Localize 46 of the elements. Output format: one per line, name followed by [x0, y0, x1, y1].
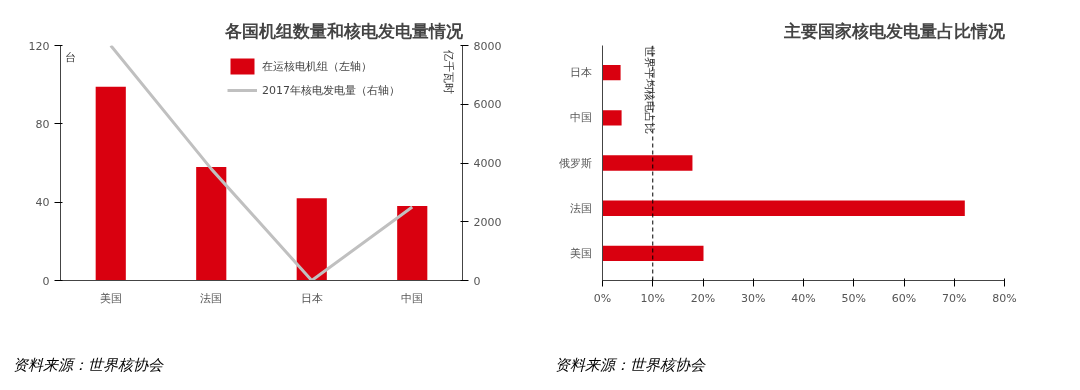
y-tick-label: 中国	[569, 111, 592, 125]
text: 资料来源：世界核协会	[555, 356, 705, 375]
y2-tick-label: 2000	[473, 215, 502, 229]
x-tick-label: 40%	[791, 291, 816, 305]
y2-axis-title: 亿千瓦时	[442, 48, 455, 94]
bar	[296, 198, 327, 281]
x-tick-label: 法国	[200, 291, 223, 305]
text: 资料来源：世界核协会	[13, 356, 163, 375]
y-tick-label: 俄罗斯	[558, 156, 592, 170]
y-tick-label: 0	[42, 274, 50, 288]
legend-label: 在运核电机组（左轴）	[262, 58, 372, 74]
y-tick-label: 80	[35, 117, 50, 131]
bar	[602, 110, 622, 126]
bar	[95, 86, 126, 281]
y-tick-label: 日本	[569, 66, 592, 80]
y2-tick-label: 6000	[473, 98, 502, 112]
y2-tick-label: 0	[473, 274, 481, 288]
chart-title: 主要国家核电发电量占比情况	[782, 21, 1006, 41]
x-tick-label: 50%	[841, 291, 866, 305]
y-tick-label: 120	[28, 39, 50, 53]
legend-label: 2017年核电发电量（右轴）	[262, 82, 400, 98]
y-axis-title: 台	[64, 50, 76, 64]
x-tick-label: 20%	[690, 291, 716, 305]
y-tick-label: 美国	[569, 246, 592, 260]
y-tick-label: 法国	[569, 201, 592, 215]
bar	[196, 166, 227, 281]
bar	[602, 155, 693, 171]
x-tick-label: 中国	[401, 291, 424, 305]
bar	[397, 206, 428, 281]
bar	[602, 200, 965, 216]
y2-tick-label: 8000	[473, 39, 502, 53]
x-tick-label: 美国	[99, 291, 122, 305]
x-tick-label: 10%	[640, 291, 665, 305]
x-tick-label: 70%	[942, 291, 967, 305]
ref-line-label: 世界平均核电占比	[642, 45, 656, 134]
y2-tick-label: 4000	[473, 157, 502, 170]
y-tick-label: 40	[35, 196, 50, 210]
x-tick-label: 60%	[891, 291, 917, 305]
line-series	[109, 45, 414, 281]
x-tick-label: 30%	[741, 291, 766, 305]
x-tick-label: 日本	[300, 291, 323, 305]
chart-title: 各国机组数量和核电发电量情况	[223, 21, 464, 41]
bar	[602, 245, 704, 262]
x-tick-label: 80%	[992, 291, 1017, 305]
x-tick-label: 0%	[593, 291, 612, 305]
bar	[602, 64, 621, 81]
